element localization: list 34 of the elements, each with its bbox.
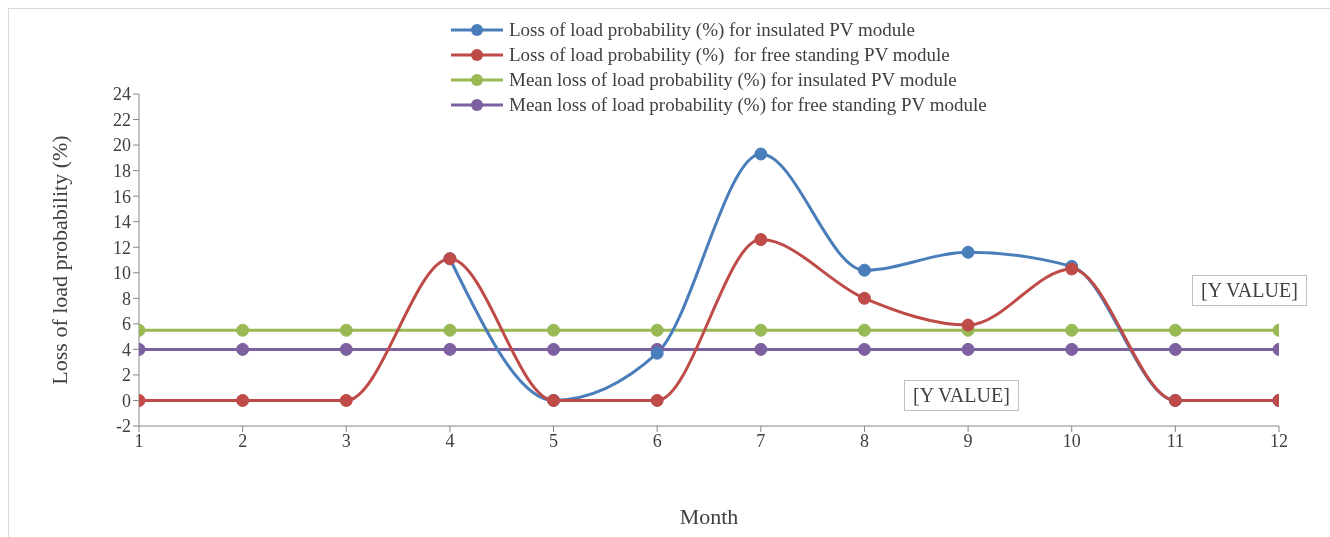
x-tick-label: 7 — [756, 430, 766, 451]
y-tick-label: -2 — [116, 416, 131, 437]
y-tick-label: 2 — [122, 365, 131, 386]
y-tick-label: 16 — [113, 186, 131, 207]
x-tick-label: 2 — [238, 430, 248, 451]
x-tick-label: 8 — [859, 430, 869, 451]
x-tick-label: 10 — [1062, 430, 1081, 451]
annotation: [Y VALUE] — [904, 380, 1019, 411]
y-axis-title: Loss of load probability (%) — [46, 135, 72, 385]
y-tick-label: 18 — [113, 161, 131, 182]
x-tick-label: 12 — [1270, 430, 1288, 451]
y-tick-label: 4 — [122, 339, 131, 360]
x-tick-label: 4 — [445, 430, 455, 451]
x-tick-label: 3 — [341, 430, 351, 451]
y-tick-label: 8 — [122, 288, 131, 309]
x-tick-label: 5 — [549, 430, 559, 451]
y-tick-label: 24 — [113, 84, 131, 105]
x-tick-label: 6 — [652, 430, 662, 451]
x-tick-label: 11 — [1166, 430, 1185, 451]
annotation: [Y VALUE] — [1192, 275, 1307, 306]
y-tick-label: 6 — [122, 314, 131, 335]
x-axis-title: Month — [679, 504, 739, 529]
legend-label: Mean loss of load probability (%) for insulated PV module — [509, 68, 957, 91]
legend-label: Loss of load probability (%) for free standing PV module — [509, 43, 950, 66]
y-tick-label: 20 — [113, 135, 131, 156]
legend-label: Loss of load probability (%) for insulated PV module — [509, 18, 915, 41]
y-tick-label: 10 — [113, 263, 131, 284]
x-tick-label: 1 — [134, 430, 144, 451]
x-tick-label: 9 — [963, 430, 973, 451]
y-tick-label: 22 — [113, 109, 131, 130]
y-tick-label: 14 — [113, 212, 131, 233]
y-tick-label: 12 — [113, 237, 131, 258]
legend-label: Mean loss of load probability (%) for free standing PV module — [509, 93, 987, 116]
y-tick-label: 0 — [122, 390, 131, 411]
